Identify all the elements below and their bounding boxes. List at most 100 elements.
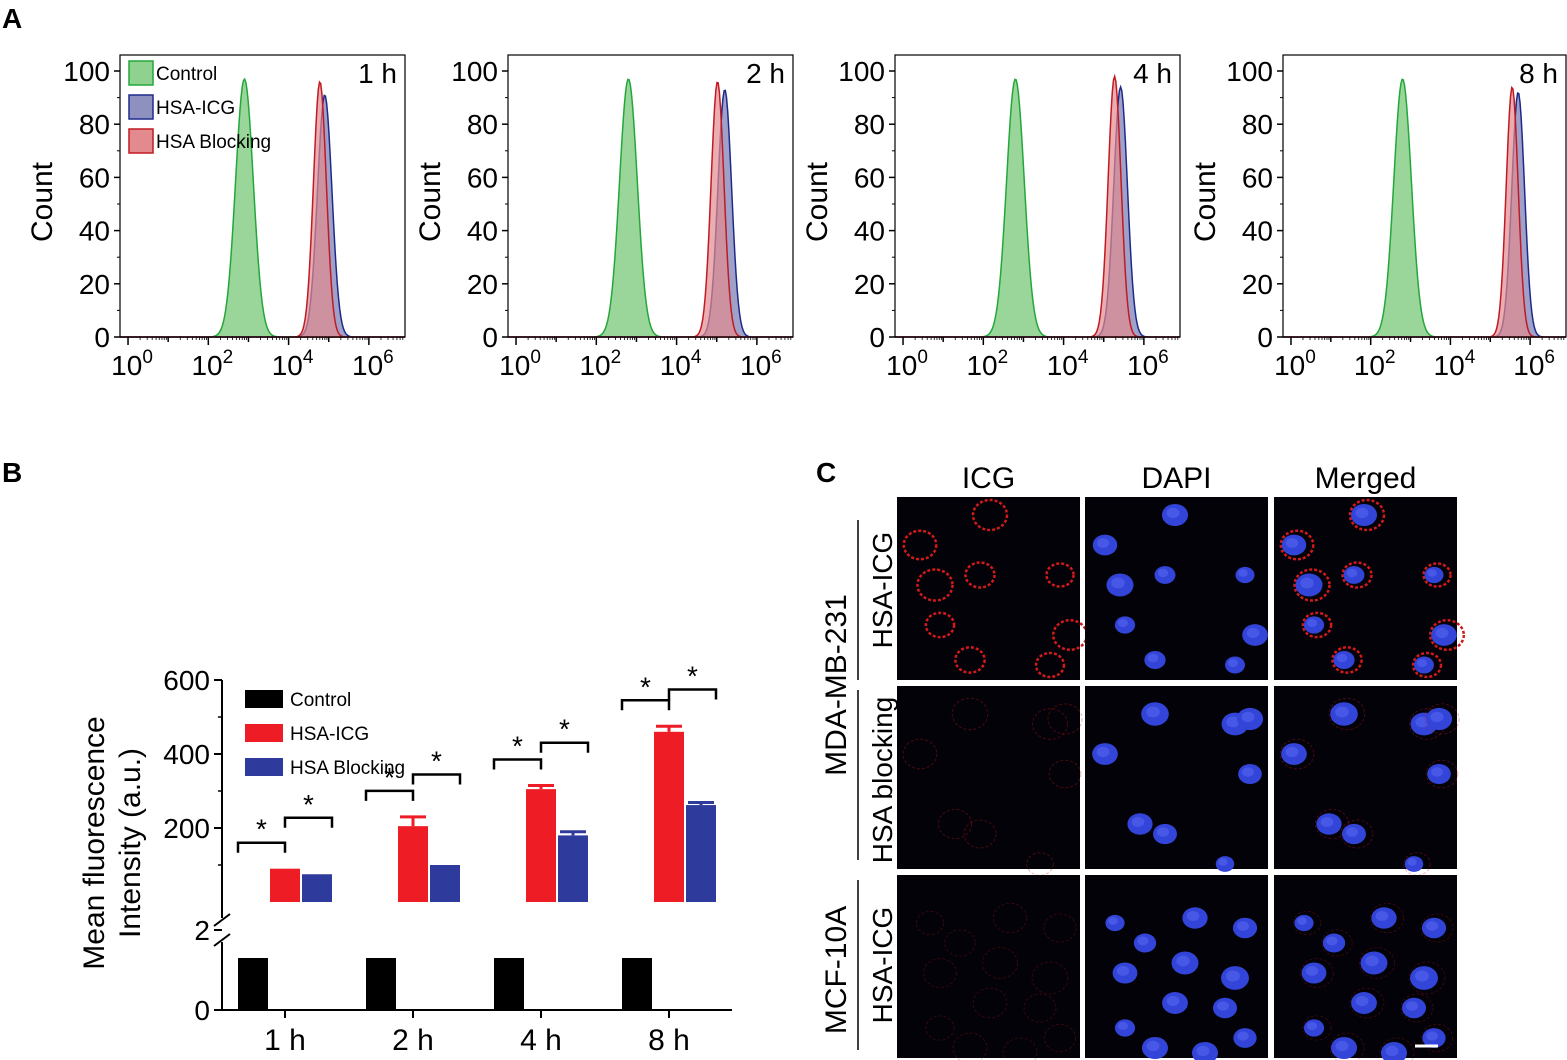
- micro-row-label: HSA-ICG: [867, 907, 898, 1024]
- y-axis-label: Count: [414, 161, 447, 242]
- dapi-nucleus-highlight: [1335, 1040, 1349, 1052]
- icg-signal: [1047, 703, 1083, 735]
- x-tick-label: 100: [111, 347, 153, 381]
- icg-signal: [1023, 993, 1057, 1023]
- histogram-2-curve-hsa-blocking: [508, 81, 793, 338]
- bar-legend-swatch: [245, 758, 283, 776]
- x-tick-label: 106: [352, 347, 394, 381]
- micrograph-r3-c2: [1085, 875, 1268, 1060]
- icg-signal: [916, 568, 954, 602]
- dapi-nucleus-highlight: [1385, 1045, 1399, 1057]
- micro-group-label-mcf: MCF-10A: [820, 906, 853, 1034]
- dapi-nucleus-highlight: [1305, 966, 1319, 976]
- legend-swatch: [128, 60, 154, 86]
- x-tick-label: 102: [191, 347, 233, 381]
- y-tick-label: 20: [1242, 269, 1273, 300]
- dapi-nucleus-highlight: [1216, 1001, 1230, 1011]
- micrograph-r3-c3: [1274, 875, 1457, 1060]
- icg-signal: [1043, 1023, 1077, 1053]
- y-tick-label: 80: [79, 109, 110, 140]
- icg-signal: [964, 561, 996, 589]
- y-tick-label: 100: [1226, 56, 1273, 87]
- bar-y-label-line1: Mean fluorescence: [78, 716, 111, 969]
- icg-signal: [1032, 708, 1068, 740]
- dapi-nucleus-highlight: [1166, 507, 1180, 519]
- micro-column-label: ICG: [962, 462, 1015, 495]
- y-axis-label: Count: [801, 161, 834, 242]
- significance-marker: *: [431, 746, 442, 777]
- icg-signal: [1420, 1023, 1454, 1053]
- significance-bracket: [492, 758, 543, 770]
- y-tick-label: 60: [467, 162, 498, 193]
- significance-bracket: [236, 841, 287, 853]
- histogram-1: 0 20 40 60 80 100 100 102 104 106 Count 1 h Control H…: [26, 54, 406, 381]
- dapi-nucleus-highlight: [1218, 858, 1228, 866]
- legend-label: Control: [156, 64, 217, 85]
- bar-x-tick-label: 1 h: [264, 1024, 306, 1057]
- icg-signal: [1300, 958, 1334, 988]
- icg-signal: [963, 819, 997, 849]
- icg-signal: [1331, 646, 1363, 674]
- bar-x-tick-label: 2 h: [392, 1024, 434, 1057]
- icg-signal: [1314, 808, 1350, 840]
- panel-b-label: B: [2, 457, 22, 488]
- icg-signal: [1359, 947, 1395, 979]
- panel-c-label: C: [816, 457, 836, 488]
- y-tick-label: 20: [79, 269, 110, 300]
- dapi-nucleus-highlight: [1176, 955, 1190, 967]
- bar-x-tick-label: 4 h: [520, 1024, 562, 1057]
- legend-swatch: [128, 94, 154, 120]
- dapi-nucleus-highlight: [1146, 706, 1160, 718]
- dapi-nucleus-highlight: [1131, 816, 1145, 828]
- histogram-frame: [507, 54, 794, 338]
- histogram-2: 0 20 40 60 80 100 100 102 104 106 Count 2 h: [414, 54, 794, 381]
- dapi-nucleus-highlight: [1226, 716, 1240, 728]
- icg-signal: [1425, 759, 1459, 789]
- micro-column-label: Merged: [1315, 462, 1417, 495]
- dapi-nucleus-highlight: [1246, 627, 1260, 639]
- significance-marker: *: [559, 714, 570, 745]
- bar-legend-label: HSA Blocking: [290, 758, 405, 779]
- dapi-nucleus-highlight: [1096, 538, 1110, 548]
- dapi-nucleus-highlight: [1285, 538, 1299, 548]
- y-tick-label: 40: [467, 216, 498, 247]
- y-tick-label: 0: [94, 322, 110, 353]
- y-tick-label: 60: [854, 162, 885, 193]
- significance-bracket: [667, 688, 718, 700]
- y-tick-label: 100: [63, 56, 110, 87]
- significance-marker: *: [687, 660, 698, 691]
- dapi-nucleus-highlight: [1285, 746, 1299, 758]
- icg-signal: [1026, 852, 1054, 876]
- x-tick-label: 100: [1274, 347, 1316, 381]
- icg-signal: [1340, 819, 1374, 849]
- dapi-nucleus-highlight: [1096, 746, 1110, 758]
- dapi-nucleus-highlight: [1146, 1040, 1160, 1052]
- icg-signal: [1422, 562, 1452, 588]
- y-tick-label: 80: [1242, 109, 1273, 140]
- dapi-nucleus-highlight: [1157, 827, 1169, 837]
- icg-signal: [1045, 562, 1075, 588]
- bar-hsa-blocking-1h: [302, 874, 332, 902]
- micrograph-r3-c1: [897, 875, 1080, 1060]
- bar-legend: Control HSA-ICG HSA Blocking: [245, 690, 405, 779]
- legend-swatch: [128, 128, 154, 154]
- dapi-nucleus-highlight: [1430, 711, 1444, 723]
- dapi-nucleus-highlight: [1137, 936, 1149, 946]
- significance-marker: *: [303, 789, 314, 820]
- dapi-nucleus-highlight: [1407, 858, 1417, 866]
- y-tick-label: 60: [1242, 162, 1273, 193]
- dapi-nucleus-highlight: [1228, 659, 1238, 667]
- histogram-time-label: 8 h: [1519, 58, 1558, 89]
- flow-histograms: 0 20 40 60 80 100 100 102 104 106 Count 1 h Control H…: [26, 54, 1567, 381]
- bar-legend-swatch: [245, 690, 283, 708]
- dapi-nucleus-highlight: [1157, 568, 1169, 578]
- y-axis-label: Count: [26, 161, 59, 242]
- dapi-nucleus-highlight: [1306, 618, 1318, 628]
- icg-signal: [1420, 913, 1454, 943]
- icg-signal: [972, 987, 1008, 1019]
- bar-y-tick-label: 0: [194, 995, 210, 1026]
- y-tick-label: 20: [467, 269, 498, 300]
- dapi-nucleus-highlight: [1320, 816, 1334, 828]
- micro-column-label: DAPI: [1141, 462, 1211, 495]
- bar-control-4h: [494, 958, 524, 1010]
